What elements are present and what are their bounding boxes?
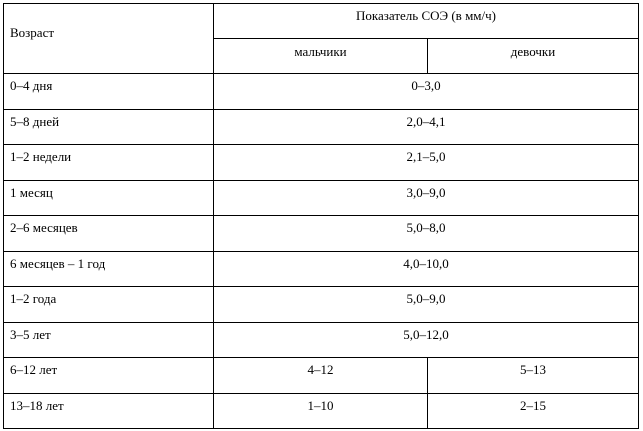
value-cell: 1–10 — [213, 392, 428, 429]
value-cell: 0–3,0 — [212, 73, 640, 110]
data-row: 13–18 лет 1–10 2–15 — [3, 392, 640, 429]
data-row: 2–6 месяцев 5,0–8,0 — [3, 215, 640, 252]
value-cell: 4–12 — [213, 357, 428, 394]
age-cell: 2–6 месяцев — [3, 215, 214, 252]
value-cell: 5,0–8,0 — [212, 215, 640, 252]
age-cell: 1–2 недели — [3, 144, 214, 181]
age-cell: 5–8 дней — [3, 108, 214, 145]
value-cell: 5–13 — [426, 357, 640, 394]
data-row: 0–4 дня 0–3,0 — [3, 73, 640, 110]
subheader-row: мальчики девочки — [4, 38, 640, 74]
age-cell: 1 месяц — [3, 179, 214, 216]
table-body: Возраст Показатель СОЭ (в мм/ч) мальчики… — [3, 3, 640, 429]
age-cell: 13–18 лет — [3, 392, 214, 429]
age-header: Возраст — [3, 3, 214, 74]
age-cell: 6 месяцев – 1 год — [3, 250, 214, 287]
age-cell: 6–12 лет — [3, 357, 214, 394]
value-cell: 5,0–9,0 — [212, 286, 640, 323]
value-cell: 5,0–12,0 — [212, 321, 640, 358]
data-row: 6–12 лет 4–12 5–13 — [3, 357, 640, 394]
data-row: 6 месяцев – 1 год 4,0–10,0 — [3, 250, 640, 287]
indicator-header: Показатель СОЭ (в мм/ч) — [212, 3, 640, 39]
data-row: 5–8 дней 2,0–4,1 — [3, 108, 640, 145]
girls-header: девочки — [426, 38, 640, 74]
value-cell: 4,0–10,0 — [212, 250, 640, 287]
data-row: 1 месяц 3,0–9,0 — [3, 179, 640, 216]
value-cell: 2,0–4,1 — [212, 108, 640, 145]
value-cell: 3,0–9,0 — [212, 179, 640, 216]
age-cell: 3–5 лет — [3, 321, 214, 358]
value-cell: 2–15 — [426, 392, 640, 429]
data-row: 1–2 недели 2,1–5,0 — [3, 144, 640, 181]
value-cell: 2,1–5,0 — [212, 144, 640, 181]
boys-header: мальчики — [213, 38, 428, 74]
esr-table: Возраст Показатель СОЭ (в мм/ч) мальчики… — [3, 3, 640, 429]
data-row: 1–2 года 5,0–9,0 — [3, 286, 640, 323]
age-cell: 1–2 года — [3, 286, 214, 323]
data-row: 3–5 лет 5,0–12,0 — [3, 321, 640, 358]
header-row: Возраст Показатель СОЭ (в мм/ч) — [3, 3, 640, 74]
age-cell: 0–4 дня — [3, 73, 214, 110]
